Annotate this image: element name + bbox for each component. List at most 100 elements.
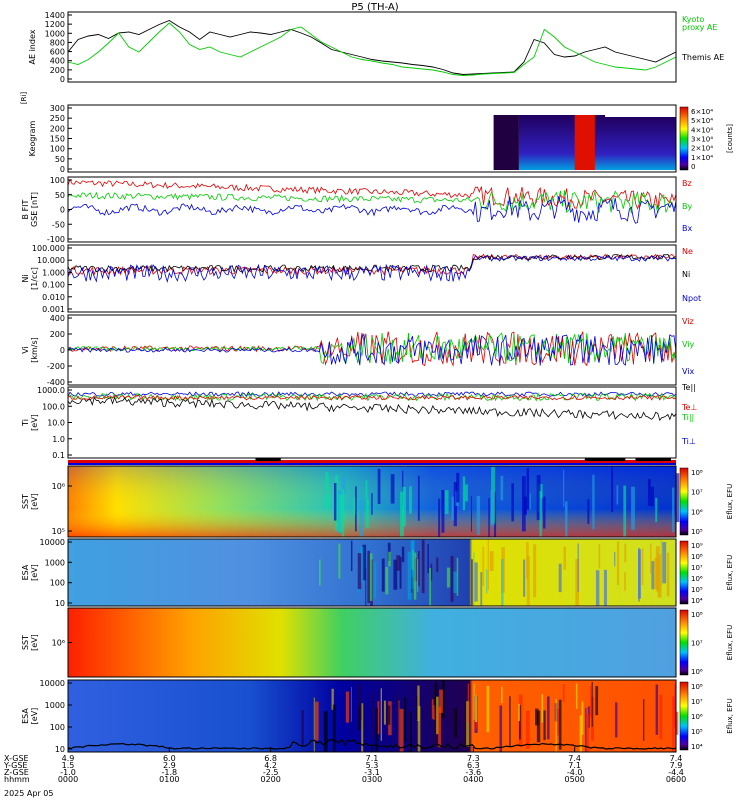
- panel-ylabel-sub-esa-e: [eV]: [30, 564, 39, 581]
- esa-e-streak-b-28: [641, 548, 644, 586]
- mode-bar-black-1: [584, 458, 626, 461]
- velocity-vix: [67, 333, 677, 366]
- esa-i-streak-b-6: [509, 696, 511, 748]
- legend-density-1: Ni: [682, 270, 690, 279]
- sst-e-streak-23: [451, 496, 454, 521]
- esa-i-streak-b-37: [500, 686, 503, 704]
- sst-e-streak-32: [611, 466, 614, 513]
- colorbar-tick-esa-i-0: 10⁸: [691, 683, 703, 691]
- ytick-esa-i-0: 10000: [40, 679, 65, 688]
- colorbar-tick-keogram-2: 4×10⁴: [691, 126, 713, 134]
- ytick-sst-e-1: 10⁵: [52, 527, 65, 536]
- temp-te: [67, 396, 677, 421]
- esa-e-streak-16: [365, 568, 367, 606]
- esa-e-streak-b-9: [526, 556, 530, 606]
- colorbar-tick-esa-i-1: 10⁷: [691, 698, 703, 706]
- xtick-xgse-1: 6.0: [163, 754, 176, 763]
- esa-i-streak-1: [377, 701, 380, 735]
- legend-temperature-2: Ti||: [681, 413, 694, 422]
- xtick-xgse-5: 7.4: [568, 754, 581, 763]
- esa-e-streak-b-29: [666, 552, 670, 597]
- xtick-hhmm-5: 0500: [564, 775, 584, 784]
- esa-i-streak-b-35: [499, 705, 503, 752]
- ytick-sst-e-0: 10⁶: [52, 482, 65, 491]
- colorbar-tick-keogram-4: 2×10⁴: [691, 145, 713, 153]
- xtick-xgse-2: 6.8: [264, 754, 277, 763]
- esa-i-streak-b-0: [534, 708, 539, 726]
- esa-e-streak-19: [399, 556, 402, 589]
- ytick-density-4: 0.010: [42, 293, 65, 302]
- esa-e-streak-b-33: [650, 543, 652, 574]
- esa-i-streak-30: [380, 688, 382, 741]
- panel-ylabel-bfield: B FIT: [21, 199, 30, 219]
- ytick-bfield-2: 0: [60, 206, 65, 215]
- sst-e-streak-20: [325, 472, 329, 492]
- sst-e-streak-42: [539, 491, 542, 537]
- ytick-sst-i-0: 10⁶: [52, 639, 65, 648]
- esa-i-streak-b-32: [655, 684, 659, 735]
- colorbar-tick-sst-i-1: 10⁷: [691, 640, 703, 648]
- sst-e-streak-10: [675, 473, 680, 523]
- esa-e-streak-b-18: [624, 543, 627, 563]
- colorbar-tick-esa-i-2: 10⁶: [691, 713, 703, 721]
- ytick-ae-0: 1400: [45, 11, 65, 20]
- ytick-esa-i-1: 1000: [45, 701, 65, 710]
- sst-e-streak-3: [444, 490, 449, 515]
- ytick-density-0: 100.000: [32, 244, 65, 253]
- xtick-xgse-6: 7.4: [670, 754, 683, 763]
- panel-ylabel-temperature: Ti: [21, 419, 30, 427]
- esa-i-streak-b-1: [486, 685, 490, 733]
- esa-i-streak-8: [442, 680, 445, 719]
- panel-ylabel-sub-velocity: [km/s]: [30, 337, 39, 363]
- esa-e-streak-b-3: [575, 559, 579, 606]
- esa-i-streak-32: [398, 700, 400, 746]
- ytick-keogram-3: 150: [50, 135, 65, 144]
- esa-e-streak-b-13: [617, 541, 620, 586]
- sst-e-streak-38: [470, 496, 472, 532]
- esa-e-streak-11: [410, 569, 413, 593]
- colorbar-label-esa-e: Eflux, EFU: [726, 555, 734, 590]
- esa-i-streak-26: [332, 704, 336, 752]
- sst-e-streak-22: [438, 498, 441, 537]
- ytick-esa-e-2: 100: [50, 579, 65, 588]
- esa-e-streak-b-8: [482, 546, 485, 586]
- sst-e-streak-47: [390, 474, 395, 504]
- ytick-temperature-1: 100.0: [42, 402, 65, 411]
- ytick-velocity-4: -400: [47, 378, 65, 387]
- colorbar-label-keogram: [counts]: [726, 124, 734, 153]
- sst-e-streak-2: [563, 469, 565, 507]
- sst-e-streak-58: [490, 490, 495, 526]
- xtick-hhmm-6: 0600: [666, 775, 686, 784]
- legend-velocity-1: Viy: [682, 340, 695, 349]
- colorbar-tick-keogram-6: 0: [691, 163, 695, 171]
- sst-e-streak-54: [464, 484, 469, 502]
- density-ne: [67, 253, 677, 276]
- esa-i-streak-9: [323, 711, 328, 752]
- esa-e-streak-b-5: [595, 570, 600, 606]
- esa-i-streak-7: [454, 708, 458, 738]
- density-npot: [67, 255, 677, 283]
- esa-e-streak-39: [412, 549, 414, 571]
- panel-frame-density: [67, 244, 677, 313]
- esa-e-streak-4: [417, 550, 420, 587]
- esa-e-streak-b-32: [563, 546, 567, 570]
- ytick-keogram-1: 250: [50, 114, 65, 123]
- xtick-ygse-3: 5.3: [366, 761, 379, 770]
- colorbar-tick-esa-e-4: 10⁵: [691, 586, 703, 594]
- esa-i-streak-28: [399, 708, 404, 752]
- esa-i-streak-39: [417, 685, 420, 721]
- xtick-hhmm-3: 0300: [362, 775, 382, 784]
- sst-e-streak-56: [526, 468, 530, 510]
- panel-ylabel-ae: AE index: [28, 29, 37, 64]
- xtick-xgse-4: 7.3: [467, 754, 480, 763]
- temp-tiperp: [67, 391, 677, 398]
- legend-bfield-1: By: [682, 202, 692, 211]
- ytick-ae-3: 800: [50, 38, 65, 47]
- spectrogram-sst-i: [68, 608, 676, 677]
- sst-e-streak-30: [592, 474, 595, 530]
- ytick-keogram-6: 0: [60, 165, 65, 174]
- esa-e-streak-12: [413, 552, 417, 600]
- panel-ylabel-keogram: Keogram: [28, 120, 37, 156]
- esa-i-streak-b-14: [615, 702, 618, 738]
- sst-e-streak-14: [523, 496, 527, 515]
